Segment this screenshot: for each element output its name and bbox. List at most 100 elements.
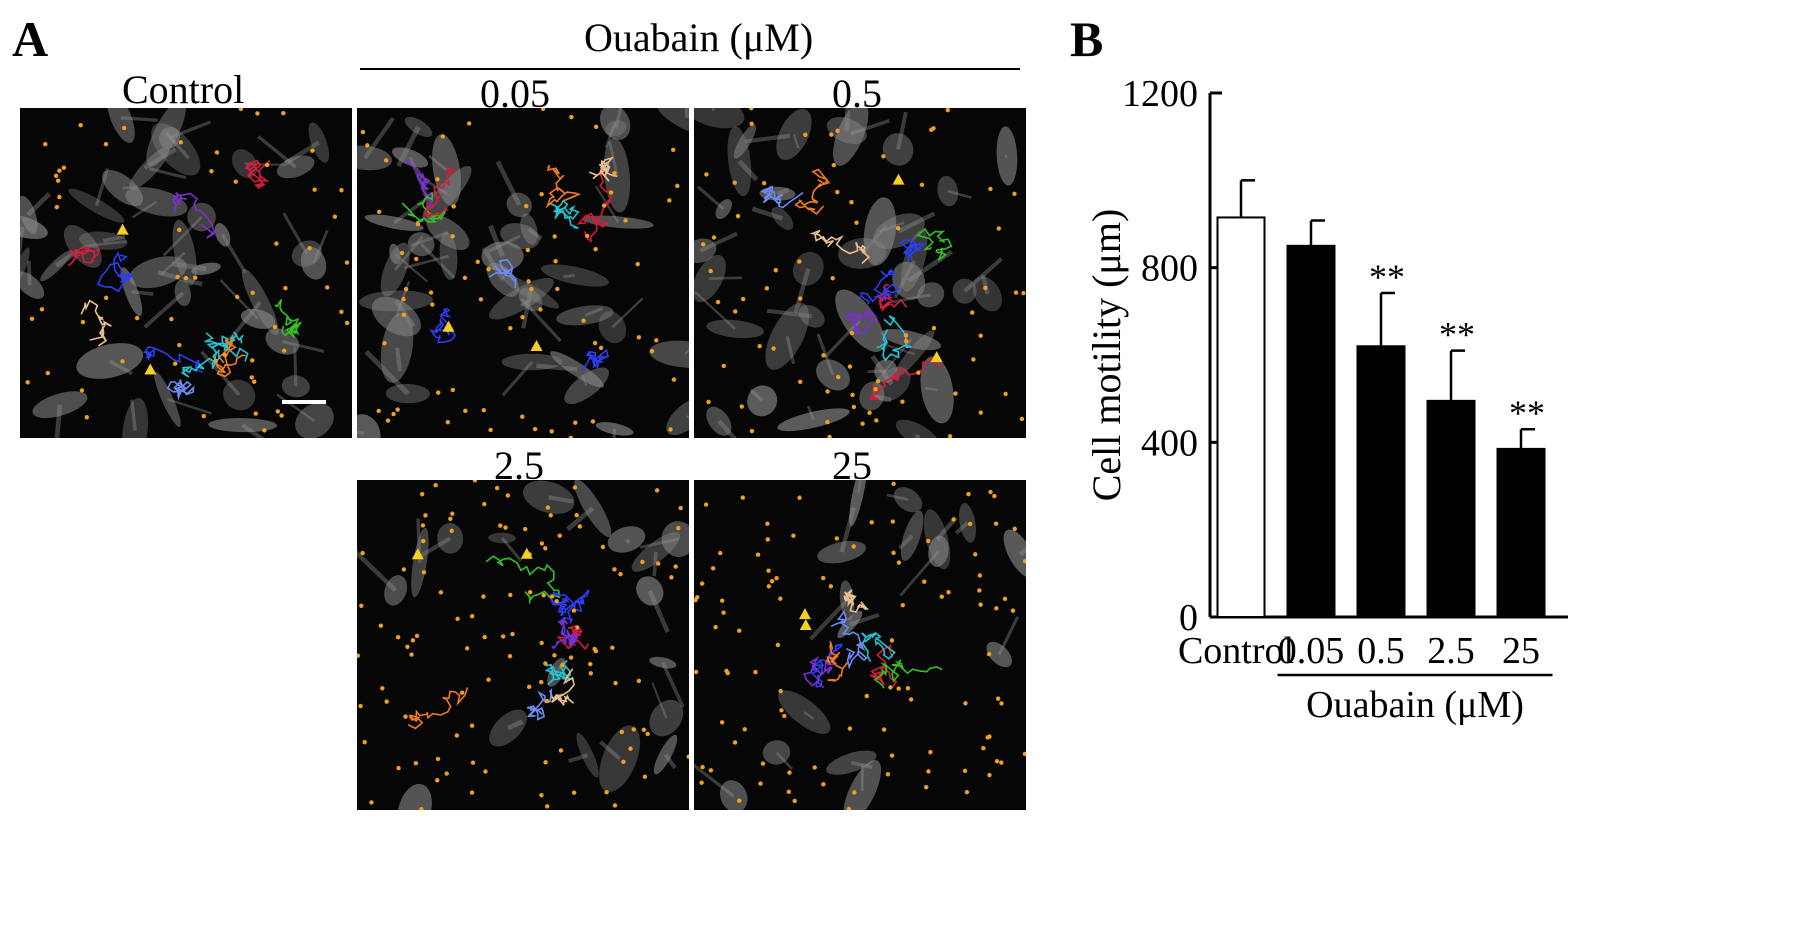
cell-marker	[749, 108, 754, 111]
cell-marker	[931, 126, 936, 131]
cell-marker	[545, 804, 550, 809]
cell-marker	[895, 226, 901, 231]
cell-marker	[1013, 290, 1019, 295]
cell-body	[20, 247, 30, 291]
cell-marker	[846, 806, 852, 810]
cell-marker	[250, 290, 255, 295]
cell-marker	[29, 316, 35, 322]
cell-marker	[172, 361, 178, 366]
cell-process	[871, 393, 892, 402]
cell-process	[284, 140, 321, 166]
migration-track	[401, 192, 447, 224]
cell-process	[896, 111, 908, 150]
motility-bar-chart: 0 400 800 1200 Cell motility (μm) Control0.05…	[1084, 73, 1568, 726]
cell-marker	[1021, 290, 1026, 296]
cell-marker	[552, 653, 557, 658]
cell-process	[599, 740, 621, 761]
cell-marker	[962, 768, 968, 774]
cell-marker	[669, 575, 674, 580]
cell-marker	[419, 491, 425, 497]
migration-track	[809, 229, 871, 264]
cell-marker	[711, 235, 717, 240]
cell-marker	[765, 521, 770, 526]
cell-body	[522, 480, 575, 514]
cell-body	[661, 521, 689, 557]
cell-marker	[740, 495, 745, 500]
cell-body	[214, 222, 231, 247]
cell-marker	[923, 784, 929, 790]
cell-marker	[655, 561, 661, 566]
cell-marker	[988, 186, 993, 192]
cell-marker	[994, 606, 999, 611]
cell-marker	[549, 594, 555, 599]
cell-marker	[503, 525, 508, 530]
cell-marker	[604, 790, 609, 795]
cell-marker	[749, 428, 755, 434]
cell-marker	[755, 552, 761, 557]
cell-marker	[272, 324, 278, 330]
cell-process	[717, 419, 738, 438]
cell-body	[892, 261, 926, 300]
cell-body	[733, 124, 757, 159]
cell-body	[146, 108, 187, 167]
cell-marker	[275, 409, 281, 414]
y-tick-label: 800	[1141, 248, 1198, 290]
cell-body	[826, 750, 877, 775]
cell-marker	[999, 760, 1004, 765]
cell-marker	[415, 221, 421, 227]
cell-body	[291, 240, 322, 267]
cell-marker	[488, 427, 493, 433]
cell-process	[775, 751, 794, 770]
cell-process	[612, 428, 617, 438]
cell-marker	[671, 147, 676, 153]
cell-marker	[436, 390, 441, 395]
migration-track	[576, 173, 612, 243]
cell-marker	[585, 233, 590, 239]
cell-marker	[908, 697, 914, 702]
cell-marker	[507, 653, 513, 659]
warning-icon	[799, 619, 812, 631]
cell-body	[364, 214, 424, 231]
cell-marker	[737, 628, 742, 633]
cell-marker	[54, 204, 60, 210]
cell-marker	[766, 568, 771, 573]
cell-marker	[588, 671, 593, 676]
cell-marker	[725, 670, 730, 676]
cell-marker	[543, 760, 548, 765]
cell-marker	[896, 560, 902, 565]
x-tick-label: 0.05	[1278, 630, 1345, 672]
cell-marker	[667, 198, 672, 203]
cell-marker	[486, 267, 491, 272]
cell-process	[548, 495, 574, 504]
cell-process	[694, 290, 736, 330]
cell-body	[835, 289, 885, 352]
cell-marker	[926, 538, 931, 544]
micrograph-0-05-image	[357, 108, 689, 438]
cell-process	[241, 423, 265, 438]
cell-body	[843, 759, 882, 810]
cell-process	[647, 590, 670, 633]
cell-marker	[852, 790, 857, 795]
cell-marker	[835, 128, 840, 134]
cell-marker	[401, 296, 406, 302]
cell-process	[997, 616, 1020, 656]
cell-process	[850, 760, 873, 769]
cell-marker	[765, 537, 770, 542]
cell-process	[850, 119, 890, 136]
cell-marker	[539, 679, 544, 685]
cell-marker	[554, 599, 559, 604]
cell-process	[563, 274, 576, 278]
cell-body	[649, 656, 677, 669]
cell-process	[886, 493, 909, 502]
cell-marker	[421, 538, 426, 544]
cell-marker	[253, 411, 258, 416]
cell-process	[947, 189, 972, 199]
cell-marker	[700, 764, 705, 770]
cell-body	[923, 509, 951, 570]
cell-body	[191, 262, 221, 275]
cell-marker	[708, 268, 713, 274]
cell-body	[384, 575, 408, 606]
cell-body	[564, 367, 609, 404]
cell-marker	[881, 154, 886, 159]
cell-body	[489, 709, 527, 747]
